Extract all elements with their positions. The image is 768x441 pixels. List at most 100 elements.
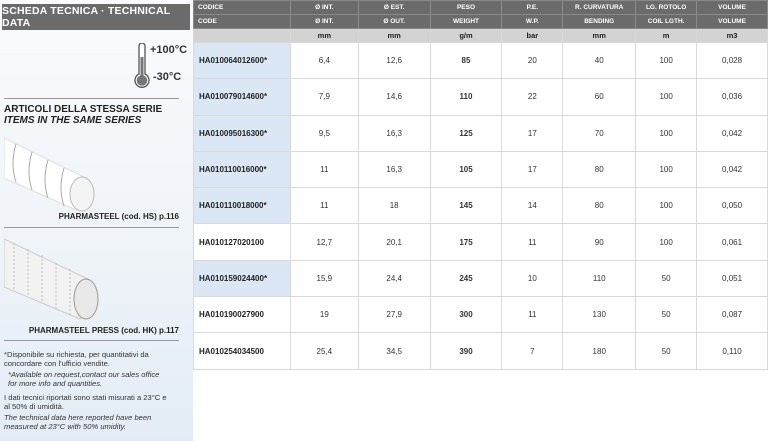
series-subheading: ITEMS IN THE SAME SERIES [4, 115, 142, 126]
cell-working-pressure: 7 [501, 332, 564, 370]
cell-bending-radius: 180 [562, 332, 637, 370]
table-row: HA010254034500 25,4 34,5 390 7 180 50 0,110 [193, 332, 768, 370]
cell-bending-radius: 60 [562, 78, 637, 116]
cell-outer-diameter: 16,3 [357, 150, 431, 189]
series-heading: ARTICOLI DELLA STESSA SERIE [4, 104, 163, 115]
cell-coil-length: 50 [635, 332, 698, 370]
header-inner-diameter: mm [289, 28, 359, 43]
cell-weight: 300 [429, 296, 503, 334]
cell-working-pressure: 11 [501, 223, 564, 261]
cell-outer-diameter: 27,9 [357, 296, 431, 334]
cell-weight: 105 [429, 150, 503, 189]
cell-coil-length: 50 [635, 259, 698, 298]
header-code: CODICE [193, 0, 291, 15]
cell-coil-length: 100 [635, 114, 698, 152]
cell-outer-diameter: 16,3 [357, 114, 431, 152]
table-row: HA010095016300* 9,5 16,3 125 17 70 100 0,042 [193, 114, 768, 152]
cell-bending-radius: 130 [562, 296, 637, 334]
divider [4, 340, 179, 341]
cell-working-pressure: 10 [501, 259, 564, 298]
technical-note-it: I dati tecnici riportati sono stati misu… [4, 393, 167, 411]
header-row-en: CODE Ø INT. Ø OUT. WEIGHT W.P. BENDING COIL LG… [193, 14, 768, 29]
header-coil-length: COIL LGTH. [635, 14, 698, 29]
header-volume: m3 [696, 28, 768, 43]
cell-bending-radius: 110 [562, 259, 637, 298]
cell-code[interactable]: HA010159024400* [193, 259, 291, 298]
cell-volume: 0,042 [696, 150, 768, 189]
header-inner-diameter: Ø INT. [289, 14, 359, 29]
cell-code[interactable]: HA010095016300* [193, 114, 291, 152]
header-volume: VOLUME [696, 14, 768, 29]
cell-working-pressure: 11 [501, 296, 564, 334]
cell-inner-diameter: 11 [289, 150, 359, 189]
cell-inner-diameter: 19 [289, 296, 359, 334]
cell-code[interactable]: HA010110018000* [193, 187, 291, 225]
cell-code[interactable]: HA010110016000* [193, 150, 291, 189]
series-item-pharmasteel[interactable]: PHARMASTEEL (cod. HS) p.116 [58, 212, 179, 221]
cell-coil-length: 50 [635, 296, 698, 334]
header-outer-diameter: mm [357, 28, 431, 43]
table-row: HA010159024400* 15,9 24,4 245 10 110 50 0,051 [193, 259, 768, 298]
cell-coil-length: 100 [635, 78, 698, 116]
header-outer-diameter: Ø OUT. [357, 14, 431, 29]
availability-note-en: *Available on request,contact our sales … [8, 370, 160, 388]
cell-working-pressure: 22 [501, 78, 564, 116]
cell-inner-diameter: 9,5 [289, 114, 359, 152]
cell-bending-radius: 70 [562, 114, 637, 152]
thermometer-icon [134, 43, 150, 88]
cell-coil-length: 100 [635, 187, 698, 225]
technical-data-table: CODICE Ø INT. Ø EST. PESO P.E. R. CURVATURA LG… [193, 0, 768, 370]
cell-outer-diameter: 24,4 [357, 259, 431, 298]
header-bending-radius: BENDING [562, 14, 637, 29]
cell-weight: 125 [429, 114, 503, 152]
header-coil-length: LG. ROTOLO [635, 0, 698, 15]
cell-outer-diameter: 18 [357, 187, 431, 225]
header-coil-length: m [635, 28, 698, 43]
table-row: HA010079014600* 7,9 14,6 110 22 60 100 0,036 [193, 78, 768, 116]
min-temperature: -30°C [153, 71, 182, 83]
header-working-pressure: bar [501, 28, 564, 43]
header-weight: g/m [429, 28, 503, 43]
header-row-it: CODICE Ø INT. Ø EST. PESO P.E. R. CURVATURA LG… [193, 0, 768, 15]
header-weight: PESO [429, 0, 503, 15]
cell-volume: 0,050 [696, 187, 768, 225]
header-working-pressure: W.P. [501, 14, 564, 29]
header-code: CODE [193, 14, 291, 29]
cell-code[interactable]: HA010254034500 [193, 332, 291, 370]
cell-volume: 0,042 [696, 114, 768, 152]
table-row: HA010190027900 19 27,9 300 11 130 50 0,087 [193, 296, 768, 334]
cell-weight: 145 [429, 187, 503, 225]
cell-outer-diameter: 14,6 [357, 78, 431, 116]
cell-code[interactable]: HA010190027900 [193, 296, 291, 334]
header-volume: VOLUME [696, 0, 768, 15]
cell-weight: 390 [429, 332, 503, 370]
table-row: HA010110016000* 11 16,3 105 17 80 100 0,042 [193, 150, 768, 189]
cell-volume: 0,087 [696, 296, 768, 334]
pharmasteel-press-hose-image [4, 238, 99, 320]
series-item-pharmasteel-press[interactable]: PHARMASTEEL PRESS (cod. HK) p.117 [28, 326, 179, 335]
header-working-pressure: P.E. [501, 0, 564, 15]
cell-inner-diameter: 11 [289, 187, 359, 225]
header-inner-diameter: Ø INT. [289, 0, 359, 15]
cell-coil-length: 100 [635, 223, 698, 261]
divider [4, 227, 179, 228]
cell-outer-diameter: 34,5 [357, 332, 431, 370]
cell-code[interactable]: HA010064012600* [193, 41, 291, 80]
table-row: HA010110018000* 11 18 145 14 80 100 0,050 [193, 187, 768, 225]
cell-outer-diameter: 12,6 [357, 41, 431, 80]
cell-working-pressure: 17 [501, 114, 564, 152]
cell-working-pressure: 14 [501, 187, 564, 225]
cell-coil-length: 100 [635, 150, 698, 189]
cell-code[interactable]: HA010127020100 [193, 223, 291, 261]
cell-weight: 175 [429, 223, 503, 261]
cell-volume: 0,110 [696, 332, 768, 370]
cell-volume: 0,036 [696, 78, 768, 116]
cell-volume: 0,028 [696, 41, 768, 80]
cell-inner-diameter: 6,4 [289, 41, 359, 80]
cell-weight: 245 [429, 259, 503, 298]
cell-bending-radius: 80 [562, 150, 637, 189]
cell-code[interactable]: HA010079014600* [193, 78, 291, 116]
divider [4, 98, 179, 99]
cell-working-pressure: 20 [501, 41, 564, 80]
cell-inner-diameter: 12,7 [289, 223, 359, 261]
